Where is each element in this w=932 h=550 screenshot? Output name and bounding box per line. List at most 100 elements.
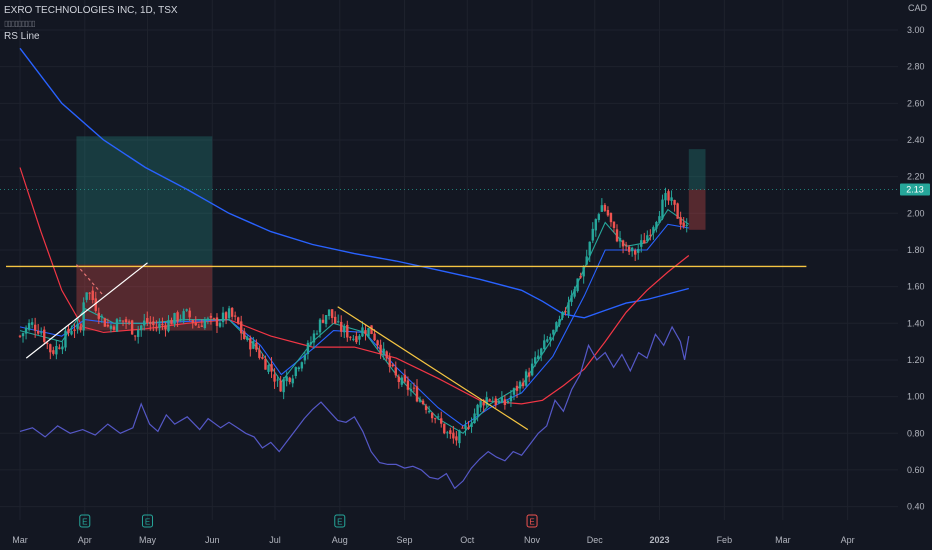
candle-up (315, 333, 319, 335)
candle-up (118, 319, 122, 322)
candle-up (646, 235, 649, 242)
earnings-marker[interactable] (334, 514, 346, 528)
candle-down (397, 376, 401, 382)
earnings-marker[interactable] (526, 514, 538, 528)
candle-down (503, 399, 507, 405)
candle-down (333, 316, 337, 324)
earnings-marker[interactable] (141, 514, 153, 528)
candle-up (464, 425, 467, 429)
candle-up (327, 309, 331, 317)
candle-up (227, 308, 231, 319)
candle-down (176, 312, 179, 322)
y-tick-label: 2.80 (907, 62, 925, 72)
y-tick-label: 2.40 (907, 135, 925, 145)
candle-up (158, 323, 161, 329)
y-tick-label: 2.00 (907, 208, 925, 218)
candle-up (549, 336, 552, 340)
long-position-right-profit-zone[interactable] (688, 149, 706, 190)
candle-up (203, 319, 207, 329)
candle-up (458, 430, 461, 444)
candle-up (400, 377, 404, 385)
candle-down (43, 329, 46, 342)
candle-up (85, 292, 88, 300)
indicator-lines (19, 47, 690, 490)
candle-down (103, 318, 107, 327)
candle-down (52, 350, 55, 354)
candle-up (473, 413, 476, 424)
candle-up (637, 248, 640, 253)
trendline-yellow[interactable] (337, 306, 529, 431)
trendline-pink[interactable] (75, 264, 105, 297)
long-position-right-loss-zone[interactable] (688, 189, 706, 230)
candle-down (615, 229, 619, 242)
candle-down (94, 298, 97, 311)
candle-down (667, 191, 670, 201)
x-tick-label: Oct (460, 535, 475, 545)
candle-up (591, 228, 594, 241)
candle-down (449, 430, 452, 435)
candle-up (267, 365, 270, 372)
candle-down (152, 321, 155, 326)
price-badge-label: 2.13 (906, 184, 924, 194)
candle-up (306, 342, 310, 355)
candle-up (437, 416, 440, 418)
candle-up (318, 319, 322, 333)
candle-down (112, 326, 116, 330)
candle-down (279, 380, 282, 392)
x-tick-label: 2023 (650, 535, 670, 545)
candle-down (527, 372, 531, 377)
candle-down (676, 203, 679, 219)
candle-down (261, 357, 264, 359)
candle-down (609, 213, 613, 223)
candle-up (512, 388, 516, 395)
earnings-marker[interactable] (79, 514, 91, 528)
candle-up (76, 323, 79, 329)
candle-down (224, 312, 228, 319)
candle-up (661, 199, 664, 219)
candle-down (209, 315, 213, 318)
candle-up (446, 432, 449, 434)
candle-down (679, 217, 682, 225)
candle-down (212, 318, 216, 320)
candle-up (640, 240, 643, 247)
y-tick-label: 0.60 (907, 465, 925, 475)
indicator-label[interactable]: RS Line (4, 31, 40, 42)
long-position-profit-zone[interactable] (76, 136, 213, 265)
candle-down (200, 325, 204, 327)
drawing-tools[interactable] (6, 262, 807, 431)
candle-up (246, 337, 249, 340)
candle-down (633, 250, 637, 255)
candle-up (567, 302, 570, 315)
candle-up (24, 327, 28, 334)
candle-up (582, 267, 585, 277)
candle-down (621, 240, 625, 247)
candle-up (115, 319, 119, 332)
candle-down (424, 405, 428, 411)
candle-down (403, 374, 407, 382)
candle-up (652, 227, 655, 234)
indicator-values-pending: ▯▯▯▯▯▯▯▯▯ (4, 19, 36, 28)
candle-down (79, 326, 82, 330)
candle-up (252, 340, 255, 349)
candle-up (594, 219, 597, 231)
trendline-white[interactable] (25, 262, 148, 359)
candle-down (467, 426, 470, 429)
candle-up (470, 423, 473, 428)
candle-up (21, 333, 25, 337)
candle-down (394, 367, 397, 376)
candle-up (291, 378, 294, 384)
earnings-marker-label: E (529, 518, 534, 527)
candle-down (433, 418, 437, 420)
candle-up (30, 322, 34, 325)
candle-up (540, 348, 543, 356)
candle-down (521, 382, 525, 387)
candle-down (197, 326, 200, 328)
candle-down (330, 309, 334, 318)
candle-up (530, 363, 534, 376)
candle-up (518, 381, 522, 389)
trade-zones[interactable] (0, 136, 898, 331)
symbol-title[interactable]: EXRO TECHNOLOGIES INC, 1D, TSX (4, 5, 178, 16)
earnings-marker-label: E (337, 518, 342, 527)
chart-axes: 0.40 0.60 0.80 1.00 1.20 1.40 1.60 1.80 2.00 2.20… (12, 25, 930, 545)
